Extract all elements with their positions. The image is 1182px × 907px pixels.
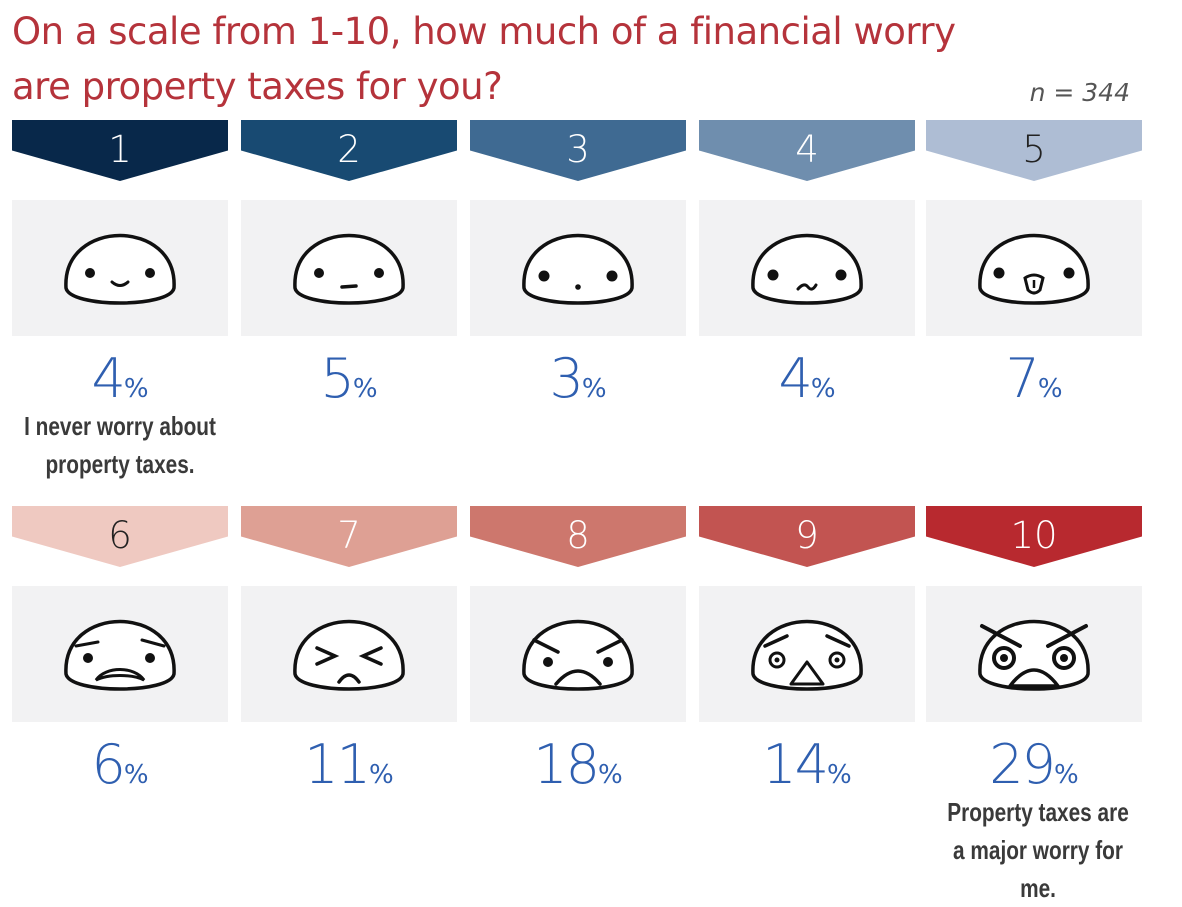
percent-value-10: 29% xyxy=(989,733,1079,796)
rating-label-4: 4 xyxy=(795,128,819,171)
rating-label-9: 9 xyxy=(795,514,819,557)
rating-label-3: 3 xyxy=(566,128,590,171)
rating-label-10: 10 xyxy=(1010,514,1058,557)
percent-value-8: 18% xyxy=(533,733,623,796)
percent-value-7: 11% xyxy=(304,733,394,796)
rating-label-7: 7 xyxy=(337,514,361,557)
low-end-note: I never worry about property taxes. xyxy=(24,411,216,479)
frowning-face-icon xyxy=(470,586,686,722)
uneasy-face-icon xyxy=(699,200,915,336)
sample-size-note: n = 344 xyxy=(1029,78,1130,107)
smiling-face-icon xyxy=(12,200,228,336)
chart-title: On a scale from 1-10, how much of a fina… xyxy=(12,10,956,108)
squinting-face-icon xyxy=(241,586,457,722)
percent-value-2: 5% xyxy=(320,347,378,410)
rating-label-2: 2 xyxy=(337,128,361,171)
percent-value-1: 4% xyxy=(91,347,149,410)
worried-face-icon xyxy=(12,586,228,722)
neutral-face-icon xyxy=(241,200,457,336)
rating-label-6: 6 xyxy=(108,514,132,557)
angry-face-icon xyxy=(699,586,915,722)
high-end-note: Property taxes are a major worry for me. xyxy=(947,797,1129,903)
rating-label-5: 5 xyxy=(1022,128,1046,171)
tongue-out-face-icon xyxy=(926,200,1142,336)
blank-face-icon xyxy=(470,200,686,336)
rating-label-1: 1 xyxy=(108,128,132,171)
furious-face-icon xyxy=(926,586,1142,722)
percent-value-5: 7% xyxy=(1005,347,1063,410)
percent-value-3: 3% xyxy=(549,347,607,410)
rating-label-8: 8 xyxy=(566,514,590,557)
percent-value-9: 14% xyxy=(762,733,852,796)
percent-value-6: 6% xyxy=(91,733,149,796)
percent-value-4: 4% xyxy=(778,347,836,410)
